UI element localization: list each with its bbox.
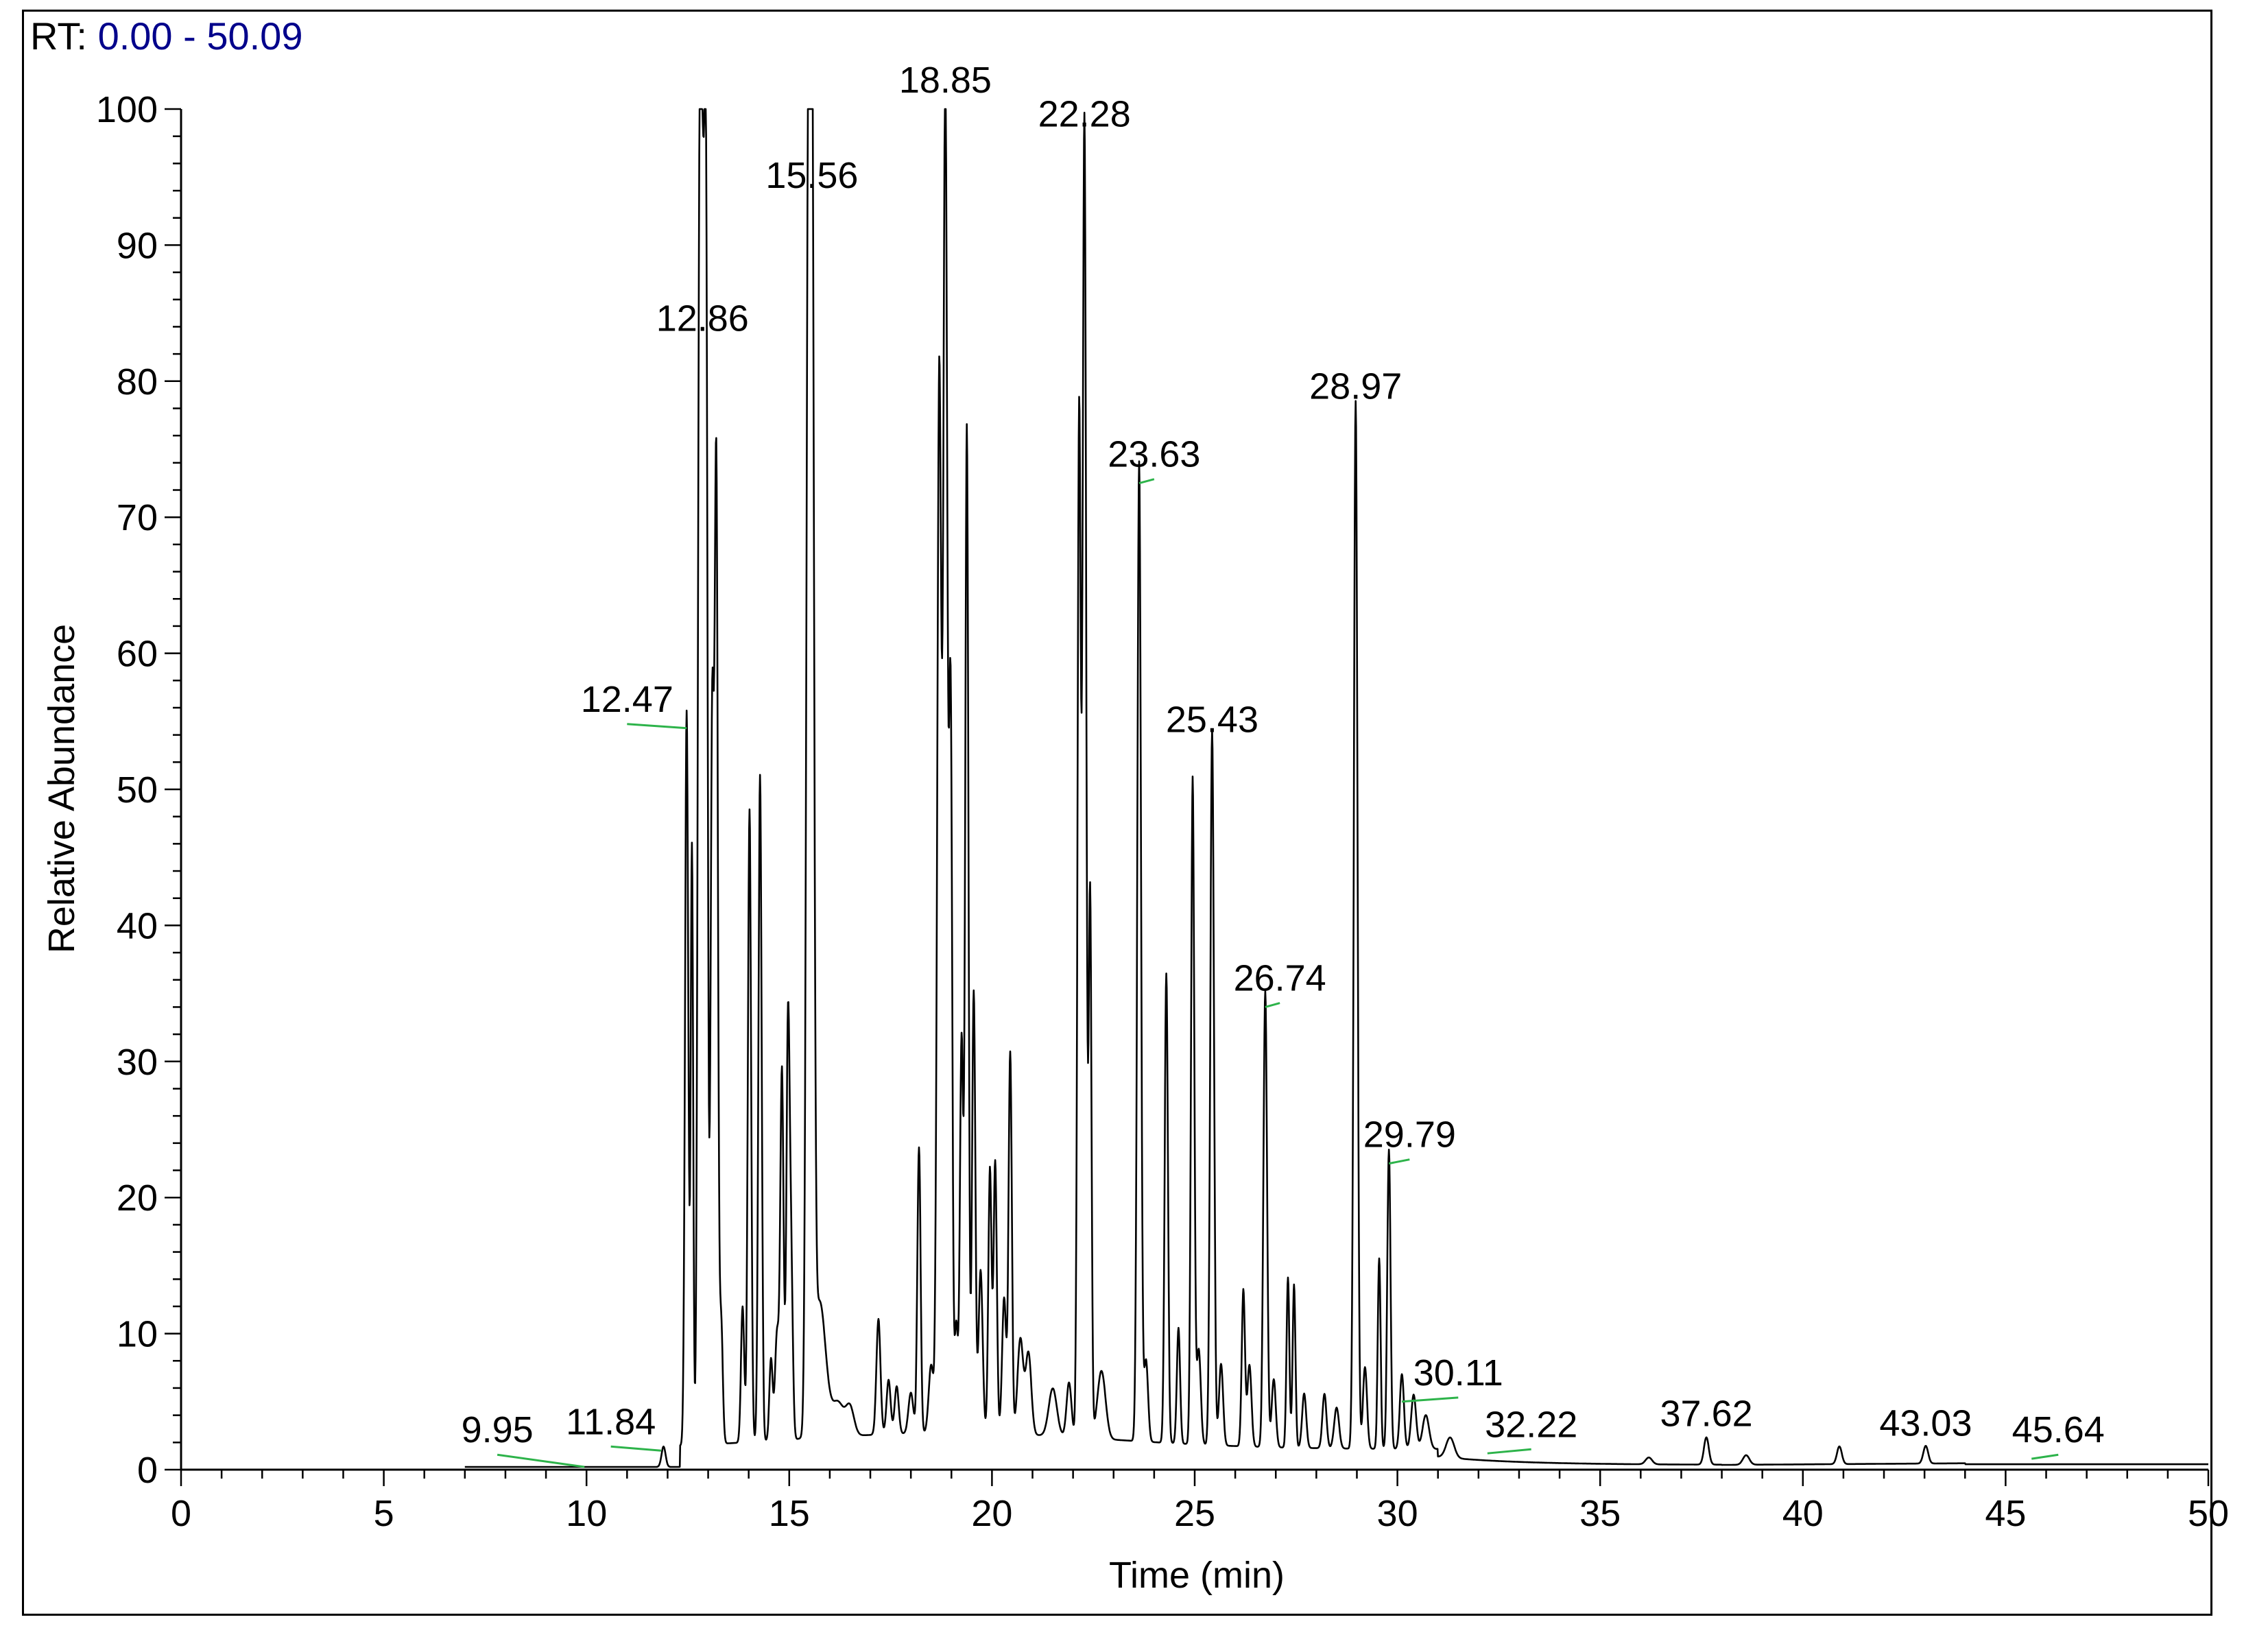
- x-tick-label: 25: [1174, 1493, 1215, 1534]
- y-tick-label: 40: [117, 905, 158, 946]
- peak-label: 43.03: [1879, 1402, 1972, 1444]
- x-tick-label: 40: [1782, 1493, 1824, 1534]
- x-tick-label: 45: [1985, 1493, 2026, 1534]
- x-tick-label: 50: [2188, 1493, 2229, 1534]
- peak-label: 22.28: [1038, 94, 1131, 135]
- peak-label: 18.85: [899, 60, 992, 101]
- peak-label: 15.56: [765, 155, 858, 196]
- chromatogram-trace: [464, 108, 2209, 1468]
- y-tick-label: 10: [117, 1314, 158, 1355]
- y-tick-label: 20: [117, 1178, 158, 1219]
- y-tick-label: 100: [96, 89, 158, 130]
- peak-label-leader: [497, 1453, 585, 1468]
- x-tick-label: 10: [566, 1493, 607, 1534]
- peak-label-leader: [627, 723, 687, 730]
- peak-label: 29.79: [1363, 1114, 1456, 1156]
- peak-label: 32.22: [1485, 1404, 1577, 1445]
- peak-labels: 9.95 11.84 12.47 12.86 15.56 18.85 22.28 23.63 2…: [462, 60, 2105, 1468]
- x-axis-title: Time (min): [1109, 1555, 1285, 1596]
- rt-prefix: RT:: [30, 14, 87, 58]
- peak-label-leader: [1265, 1002, 1280, 1008]
- y-tick-label: 60: [117, 634, 158, 675]
- peak-label: 12.47: [581, 679, 673, 720]
- y-tick-label: 50: [117, 769, 158, 811]
- peak-label-leader: [610, 1445, 662, 1452]
- peak-label: 25.43: [1166, 700, 1258, 741]
- peak-label: 12.86: [656, 298, 749, 339]
- x-tick-label: 35: [1579, 1493, 1621, 1534]
- y-axis-title: Relative Abundance: [41, 624, 82, 953]
- peak-label: 11.84: [566, 1401, 656, 1442]
- y-tick-label: 80: [117, 361, 158, 403]
- peak-label-leader: [1401, 1396, 1459, 1403]
- peak-label: 37.62: [1660, 1393, 1753, 1434]
- rt-range-label: RT: 0.00 - 50.09: [30, 14, 302, 58]
- peak-label-leader: [1487, 1448, 1531, 1455]
- peak-label-leader: [1388, 1158, 1410, 1165]
- peak-label-leader: [2031, 1453, 2059, 1460]
- peak-label: 23.63: [1108, 434, 1200, 475]
- peak-label: 30.11: [1413, 1352, 1503, 1394]
- peak-label: 45.64: [2012, 1409, 2105, 1450]
- x-tick-label: 15: [769, 1493, 810, 1534]
- x-tick-label: 30: [1377, 1493, 1418, 1534]
- x-tick-label: 0: [171, 1493, 191, 1534]
- y-tick-label: 0: [137, 1450, 158, 1491]
- y-tick-label: 30: [117, 1042, 158, 1083]
- chart-frame: [22, 10, 2212, 1616]
- peak-label: 28.97: [1309, 366, 1402, 407]
- x-tick-label: 5: [374, 1493, 394, 1534]
- rt-range-value: 0.00 - 50.09: [97, 14, 303, 58]
- axes: 0 10 20 30 40 50 60 70 80 90 100 0 5 10 15 20 25 30 35 40 45…: [96, 89, 2229, 1534]
- y-tick-label: 90: [117, 225, 158, 266]
- peak-label: 9.95: [462, 1409, 534, 1450]
- peak-label: 26.74: [1234, 958, 1326, 999]
- peak-label-leader: [1138, 478, 1155, 485]
- trace-group: [464, 108, 2209, 1468]
- y-tick-label: 70: [117, 497, 158, 538]
- x-tick-label: 20: [971, 1493, 1012, 1534]
